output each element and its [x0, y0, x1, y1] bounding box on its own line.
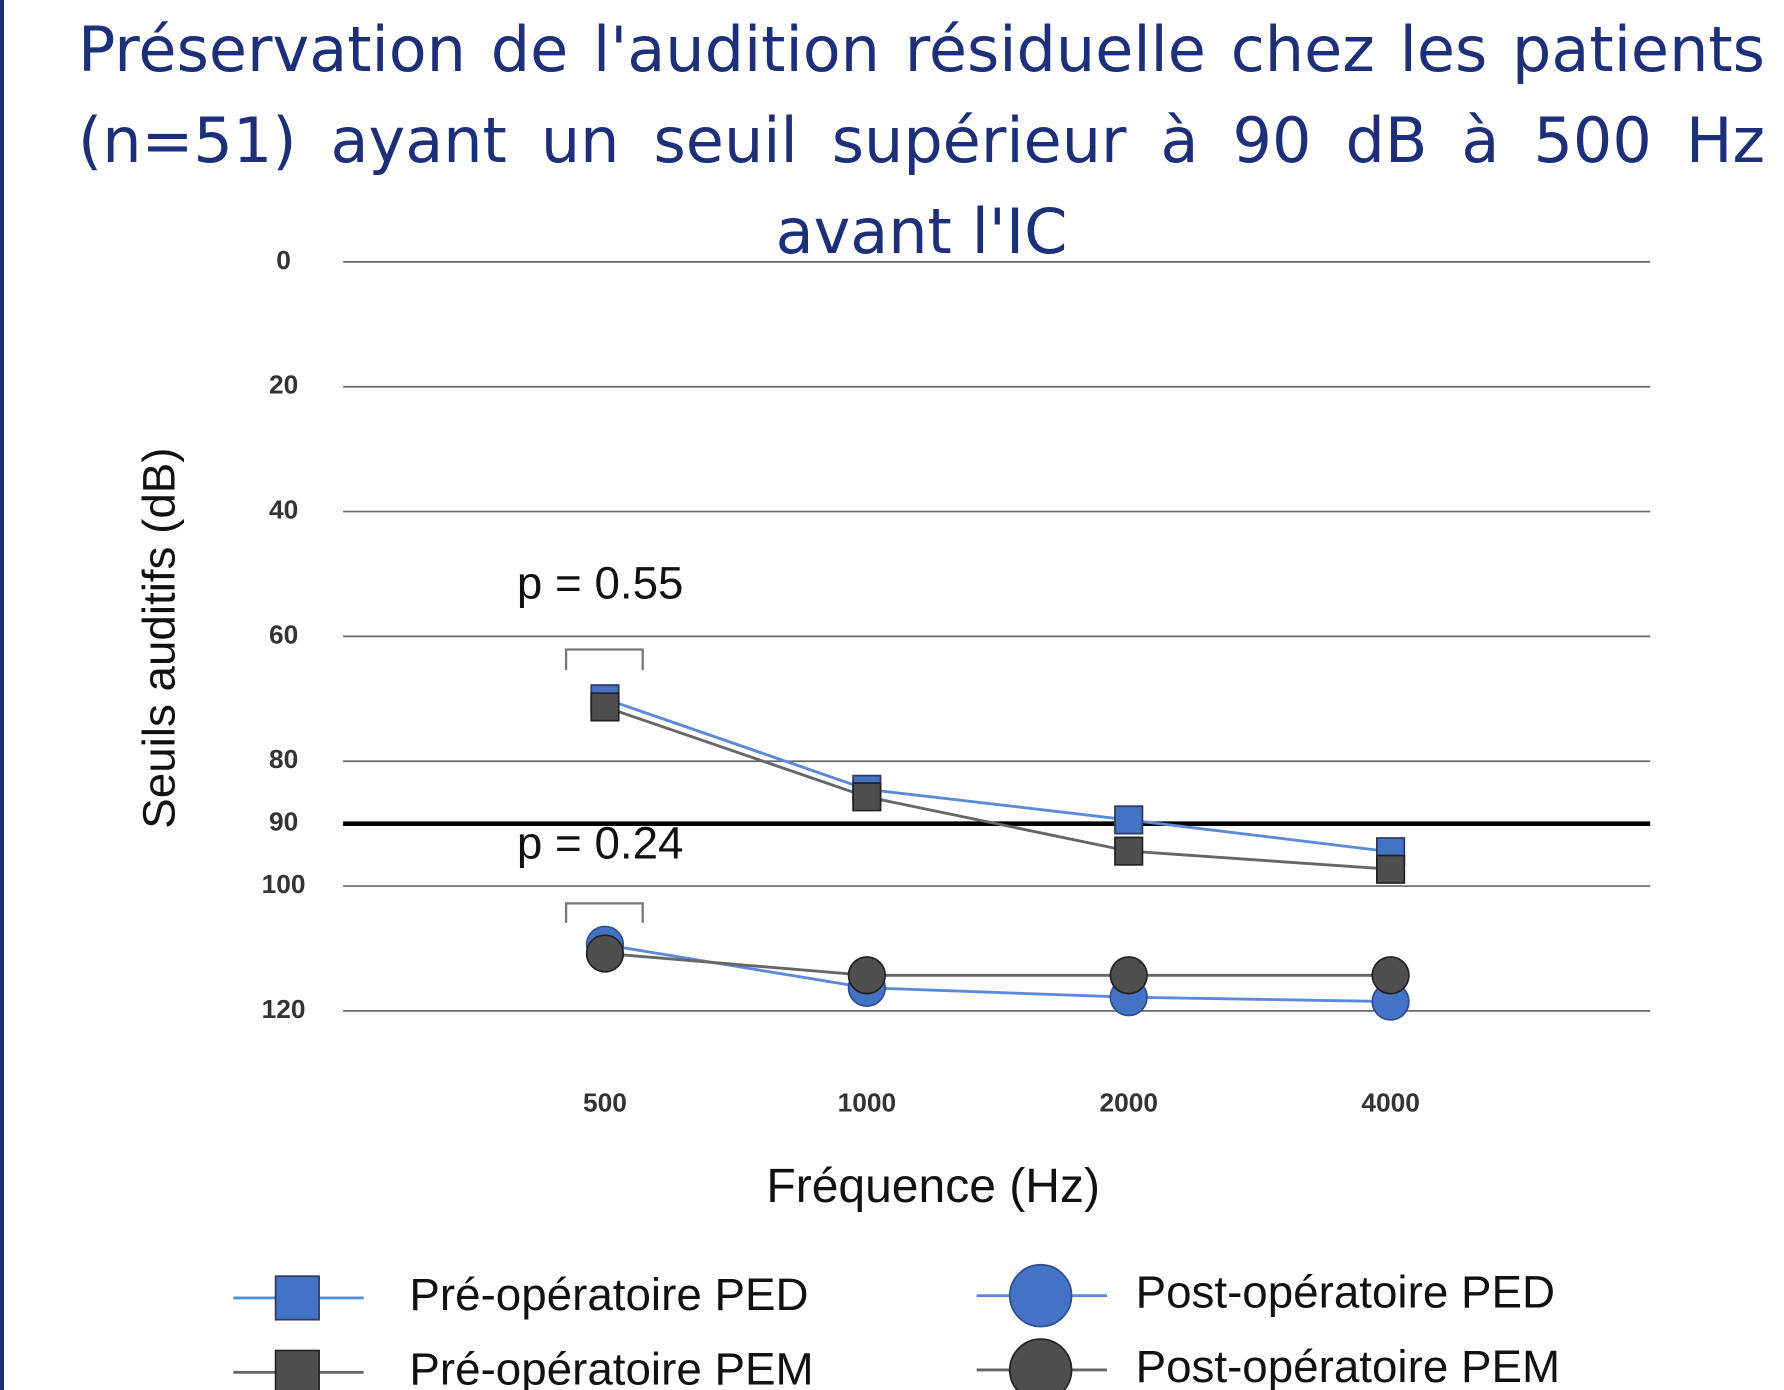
- chart-title: Préservation de l'audition résiduelle ch…: [78, 13, 1765, 268]
- series-line: [604, 952, 1391, 977]
- x-axis-label: Fréquence (Hz): [766, 1160, 1100, 1213]
- bracket: [564, 902, 644, 923]
- y-tick-label: 0: [276, 245, 291, 275]
- x-tick-label: 4000: [1361, 1088, 1420, 1118]
- x-tick-label: 1000: [838, 1088, 897, 1118]
- data-point: [1376, 854, 1406, 884]
- data-point: [847, 956, 886, 995]
- x-tick-label: 500: [583, 1088, 627, 1118]
- data-point: [1109, 956, 1148, 995]
- legend-marker: [1008, 1263, 1073, 1328]
- legend-marker: [274, 1349, 320, 1390]
- y-tick-label: 80: [269, 744, 298, 774]
- y-tick-label: 20: [269, 370, 298, 400]
- data-point: [590, 692, 620, 722]
- annotation: p = 0.55: [517, 558, 684, 609]
- data-point: [1114, 836, 1144, 866]
- y-tick-label: 120: [262, 994, 306, 1024]
- data-point: [1371, 956, 1410, 995]
- legend-label: Post-opératoire PED: [1136, 1267, 1555, 1318]
- left-border: [0, 0, 4, 1390]
- series-line: [604, 943, 1391, 1003]
- series-line: [604, 697, 1391, 854]
- legend-label: Pré-opératoire PED: [409, 1269, 808, 1320]
- bracket: [564, 648, 644, 671]
- legend-label: Post-opératoire PEM: [1136, 1341, 1561, 1390]
- y-tick-label: 90: [269, 807, 298, 837]
- legend-label: Pré-opératoire PEM: [409, 1343, 813, 1390]
- x-tick-label: 2000: [1099, 1088, 1158, 1118]
- legend-marker: [1008, 1338, 1073, 1390]
- data-point: [585, 934, 625, 973]
- y-axis-label: Seuils auditifs (dB): [133, 447, 184, 828]
- y-tick-label: 100: [262, 869, 306, 899]
- series-line: [604, 705, 1391, 871]
- data-point: [852, 782, 882, 812]
- y-tick-label: 40: [269, 495, 298, 525]
- y-tick-label: 60: [269, 619, 298, 649]
- legend-marker: [274, 1275, 320, 1321]
- data-point: [1114, 805, 1144, 835]
